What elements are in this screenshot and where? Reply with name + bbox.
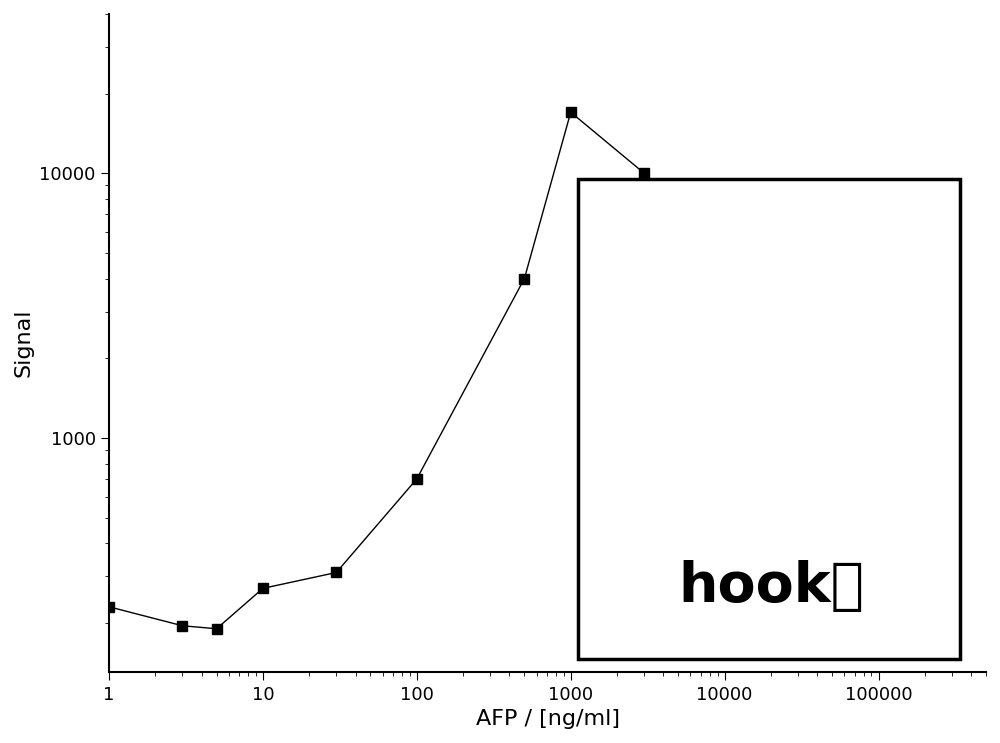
Bar <box>578 178 960 659</box>
X-axis label: AFP / [ng/ml]: AFP / [ng/ml] <box>476 709 620 729</box>
Text: hook区: hook区 <box>678 560 864 614</box>
Y-axis label: Signal: Signal <box>14 309 34 377</box>
